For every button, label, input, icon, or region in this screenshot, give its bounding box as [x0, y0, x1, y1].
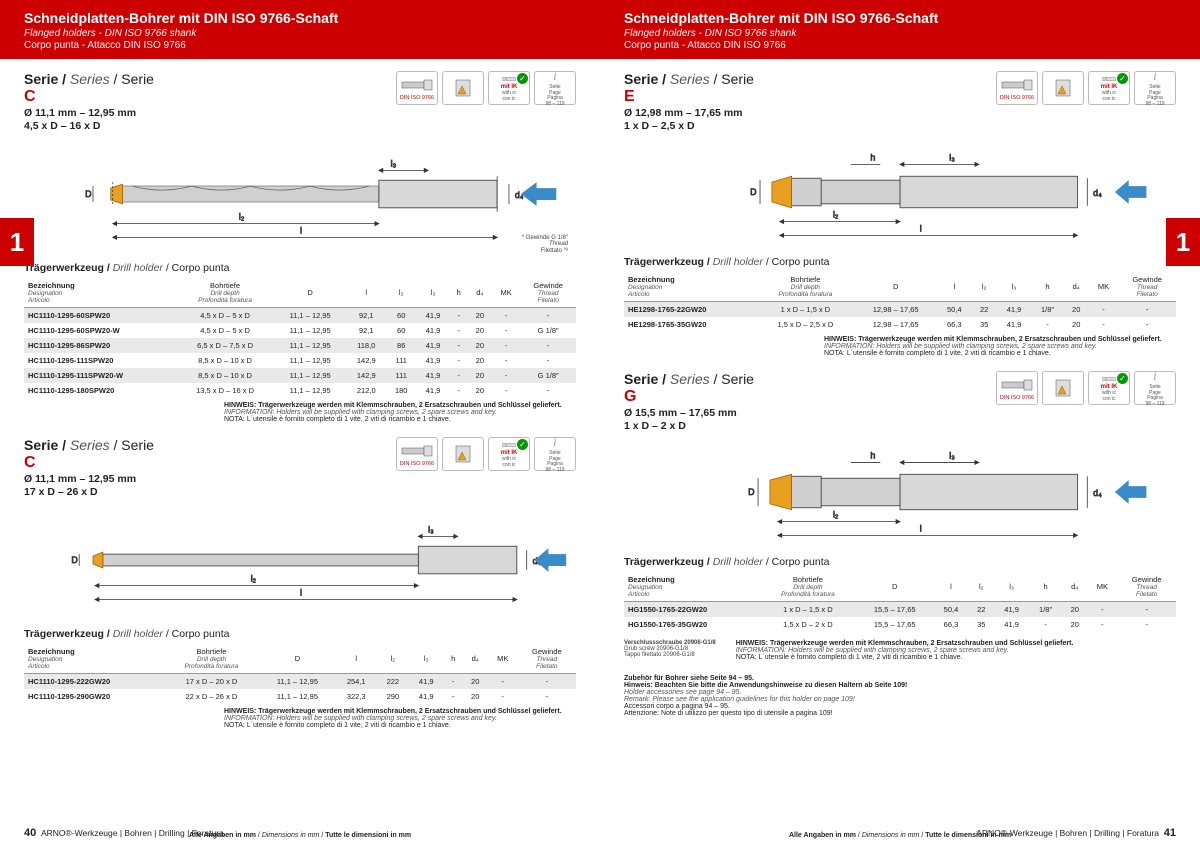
check-icon: ✓ [517, 73, 528, 84]
series-letter: C [24, 88, 154, 106]
badge-coolant-icon: ✓mit IKwith ic con ic [1088, 371, 1130, 405]
table-row: HC1110-1295-111SPW208,5 x D – 10 x D11,1… [24, 353, 576, 368]
badge-insert-icon [1042, 71, 1084, 105]
svg-text:l₃: l₃ [949, 152, 955, 162]
table-row: HC1110-1295-290GW2022 x D – 26 x D11,1 –… [24, 689, 576, 704]
badge-info-icon: iSeite Page Pagina 98 – 119 [534, 71, 576, 105]
series-e: Serie / Series / Serie E Ø 12,98 mm – 17… [624, 71, 1176, 357]
drill-diagram-c1: D d₄ l₃ l₂ l * Gewinde G 1/8"ThreadFilet… [24, 138, 576, 254]
series-range: Ø 11,1 mm – 12,95 mm [24, 107, 154, 119]
footer-center-left: Alle Angaben in mm / Dimensions in mm / … [189, 832, 411, 839]
table-row: HC1110-1295-222GW2017 x D – 20 x D11,1 –… [24, 674, 576, 690]
table-row: HE1298-1765-35GW201,5 x D – 2,5 x D12,98… [624, 317, 1176, 332]
badge-coolant-icon: ✓mit IKwith ic con ic [488, 71, 530, 105]
series-ratio: 4,5 x D – 16 x D [24, 120, 154, 132]
svg-text:D: D [748, 487, 754, 497]
badge-coolant-icon: ✓mit IKwith ic con ic [488, 437, 530, 471]
badge-insert-icon [1042, 371, 1084, 405]
hinweis-c1: HINWEIS: Trägerwerkzeuge werden mit Klem… [24, 402, 576, 423]
header-left: Schneidplatten-Bohrer mit DIN ISO 9766-S… [0, 0, 600, 59]
svg-text:l: l [300, 588, 302, 598]
svg-text:l₃: l₃ [391, 158, 397, 168]
section-title: Trägerwerkzeug / Drill holder / Corpo pu… [24, 262, 576, 274]
drill-diagram-e: D d₄ h l₃ l₂ l [624, 138, 1176, 248]
svg-text:l₂: l₂ [251, 574, 256, 584]
badge-insert-icon [442, 71, 484, 105]
table-e: BezeichnungDesignationArticolo Bohrtiefe… [624, 272, 1176, 332]
page-left: 1 Schneidplatten-Bohrer mit DIN ISO 9766… [0, 0, 600, 849]
series-c1: Serie / Series / Serie C Ø 11,1 mm – 12,… [24, 71, 576, 423]
page-spread: 1 Schneidplatten-Bohrer mit DIN ISO 9766… [0, 0, 1200, 849]
badge-coolant-icon: ✓mit IKwith ic con ic [1088, 71, 1130, 105]
table-row: HC1110-1295-86SPW206,5 x D – 7,5 x D11,1… [24, 338, 576, 353]
table-row: HC1110-1295-60SPW20-W4,5 x D – 5 x D11,1… [24, 323, 576, 338]
header-sub-en: Flanged holders - DIN ISO 9766 shank [24, 28, 576, 39]
badge-info-icon: iSeite Page Pagina 98 – 119 [1134, 71, 1176, 105]
svg-text:l₂: l₂ [239, 212, 244, 222]
svg-text:D: D [71, 555, 77, 565]
svg-text:h: h [870, 451, 875, 461]
svg-text:l: l [300, 225, 302, 235]
header-right: Schneidplatten-Bohrer mit DIN ISO 9766-S… [600, 0, 1200, 59]
drill-diagram-c2: D d₄ l₃ l₂ l [24, 504, 576, 620]
svg-text:l₂: l₂ [833, 210, 838, 220]
table-row: HC1110-1295-111SPW20-W8,5 x D – 10 x D11… [24, 368, 576, 383]
header-sub-it: Corpo punta - Attacco DIN ISO 9766 [24, 40, 576, 51]
badge-insert-icon [442, 437, 484, 471]
badge-shank-icon: DIN ISO 9766 [396, 71, 438, 105]
table-row: HC1110-1295-180SPW2013,5 x D – 16 x D11,… [24, 383, 576, 398]
header-title: Schneidplatten-Bohrer mit DIN ISO 9766-S… [24, 10, 576, 26]
badge-shank-icon: DIN ISO 9766 [996, 71, 1038, 105]
diagram-note: * Gewinde G 1/8"ThreadFilettato ⁰³ [522, 235, 568, 254]
table-c1: BezeichnungDesignationArticolo Bohrtiefe… [24, 278, 576, 398]
series-title: Serie / Series / Serie [24, 71, 154, 87]
badge-info-icon: iSeite Page Pagina 98 – 119 [534, 437, 576, 471]
badge-shank-icon: DIN ISO 9766 [996, 371, 1038, 405]
svg-text:D: D [85, 189, 91, 199]
zubehor-note: Zubehör für Bohrer siehe Seite 94 – 95. … [624, 675, 1176, 717]
table-row: HG1550-1765-22GW201 x D – 1,5 x D15,5 – … [624, 602, 1176, 618]
svg-text:D: D [750, 187, 756, 197]
badge-info-icon: iSeite Page Pagina 98 – 119 [1134, 371, 1176, 405]
table-c2: BezeichnungDesignationArticolo Bohrtiefe… [24, 644, 576, 704]
verschluss-note: Verschlussschraube 20906-G1/8Grub screw … [624, 640, 716, 661]
badge-row: DIN ISO 9766 ✓mit IKwith ic con ic iSeit… [396, 71, 576, 105]
drill-diagram-g: D d₄ h l₃ l₂ l [624, 438, 1176, 548]
series-c2: Serie / Series / Serie C Ø 11,1 mm – 12,… [24, 437, 576, 729]
svg-text:h: h [870, 152, 875, 162]
svg-text:l: l [920, 223, 922, 233]
svg-text:l: l [920, 523, 922, 533]
badge-shank-icon: DIN ISO 9766 [396, 437, 438, 471]
table-row: HE1298-1765-22GW201 x D – 1,5 x D12,98 –… [624, 302, 1176, 318]
svg-text:l₃: l₃ [428, 524, 434, 534]
svg-text:l₂: l₂ [833, 510, 838, 520]
table-g: BezeichnungDesignationArticolo Bohrtiefe… [624, 572, 1176, 632]
series-g: Serie / Series / Serie G Ø 15,5 mm – 17,… [624, 371, 1176, 661]
footer-right: ARNO®-Werkzeuge | Bohren | Drilling | Fo… [976, 827, 1176, 839]
svg-text:l₃: l₃ [949, 451, 955, 461]
svg-text:d₄: d₄ [1093, 488, 1102, 498]
table-row: HG1550-1765-35GW201,5 x D – 2 x D15,5 – … [624, 617, 1176, 632]
page-right: 1 Schneidplatten-Bohrer mit DIN ISO 9766… [600, 0, 1200, 849]
table-row: HC1110-1295-60SPW204,5 x D – 5 x D11,1 –… [24, 308, 576, 324]
svg-text:d₄: d₄ [1093, 188, 1102, 198]
